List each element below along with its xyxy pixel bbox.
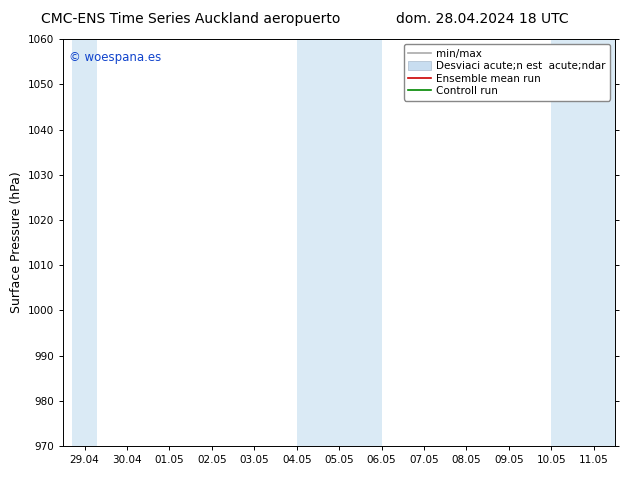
Text: CMC-ENS Time Series Auckland aeropuerto: CMC-ENS Time Series Auckland aeropuerto	[41, 12, 340, 26]
Legend: min/max, Desviaci acute;n est  acute;ndar, Ensemble mean run, Controll run: min/max, Desviaci acute;n est acute;ndar…	[404, 45, 610, 100]
Bar	[552, 39, 634, 446]
Text: dom. 28.04.2024 18 UTC: dom. 28.04.2024 18 UTC	[396, 12, 568, 26]
Text: © woespana.es: © woespana.es	[69, 51, 161, 64]
Bar	[297, 39, 382, 446]
Y-axis label: Surface Pressure (hPa): Surface Pressure (hPa)	[10, 172, 23, 314]
Bar	[72, 39, 98, 446]
